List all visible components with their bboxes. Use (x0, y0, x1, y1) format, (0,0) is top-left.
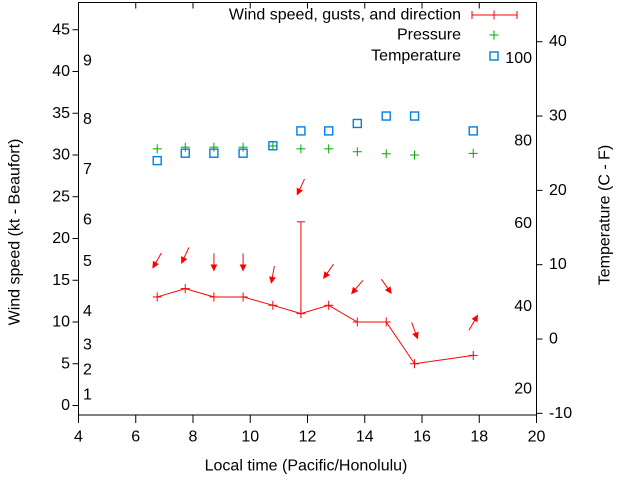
legend-label-wind: Wind speed, gusts, and direction (229, 7, 461, 24)
wind-line (157, 288, 474, 365)
plot-border (78, 2, 537, 416)
fahrenheit-label: 60 (514, 215, 532, 232)
left-y-axis-title: Wind speed (kt - Beaufort) (7, 139, 24, 326)
temperature-marker (180, 148, 190, 158)
c-tick-label: 10 (549, 256, 567, 273)
temperature-marker (152, 155, 162, 166)
x-axis-title: Local time (Pacific/Honolulu) (205, 458, 408, 475)
temperature-marker (238, 148, 248, 158)
kt-tick-label: 5 (61, 355, 70, 372)
wind-direction-arrow-head (181, 256, 188, 264)
legend-label-pressure: Pressure (397, 27, 461, 44)
c-tick-label: 0 (549, 331, 558, 348)
wind-speed-series (152, 221, 478, 369)
x-tick-label: 4 (74, 429, 83, 446)
fahrenheit-label: 40 (514, 298, 532, 315)
kt-tick-label: 10 (52, 314, 70, 331)
x-tick-label: 6 (131, 429, 140, 446)
temperature-marker (323, 126, 334, 136)
kt-tick-label: 25 (52, 188, 70, 205)
wind-direction-arrow-head (412, 331, 419, 340)
beaufort-label: 3 (83, 337, 92, 354)
beaufort-label: 6 (83, 211, 92, 228)
temperature-marker (352, 118, 363, 129)
c-tick-label: 20 (549, 182, 567, 199)
kt-tick-label: 35 (52, 105, 70, 122)
knots-axis-ticks: 0 5 10 15 20 25 30 35 40 45 (52, 21, 79, 414)
wind-direction-arrow-head (269, 276, 276, 284)
beaufort-scale-labels: 1 2 3 4 5 6 7 8 9 (83, 53, 92, 404)
chart-generated-layer: 4 6 8 10 12 14 16 18 200510152025303540451234567… (52, 2, 572, 446)
kt-tick-label: 0 (61, 397, 70, 414)
c-tick-label: 30 (549, 108, 567, 125)
c-tick-label: 40 (549, 33, 567, 50)
x-tick-label: 12 (299, 429, 317, 446)
beaufort-label: 7 (83, 161, 92, 178)
wind-direction-arrow-head (471, 314, 479, 323)
fahrenheit-label: 80 (514, 132, 532, 149)
x-tick-label: 20 (528, 429, 546, 446)
beaufort-label: 8 (83, 111, 92, 128)
wind-direction-arrow-head (323, 271, 330, 279)
right-y-axis-title: Temperature (C - F) (597, 145, 614, 285)
kt-tick-label: 15 (52, 272, 70, 289)
kt-tick-label: 40 (52, 63, 70, 80)
beaufort-label: 4 (83, 303, 92, 320)
temperature-marker (268, 141, 278, 151)
legend-temperature-sample (489, 51, 499, 61)
beaufort-label: 5 (83, 253, 92, 270)
legend-marker-samples (471, 10, 518, 61)
temperature-marker (209, 148, 219, 158)
fahrenheit-scale-labels: 20 40 60 80 100 (505, 50, 532, 398)
kt-tick-label: 20 (52, 230, 70, 247)
x-tick-label: 18 (470, 429, 488, 446)
wind-direction-arrow-head (351, 286, 359, 295)
c-tick-label: -10 (549, 405, 572, 422)
beaufort-label: 1 (83, 387, 92, 404)
x-axis-ticks: 4 6 8 10 12 14 16 18 20 (74, 2, 546, 446)
wind-direction-arrow-head (384, 286, 392, 294)
temperature-marker (468, 126, 478, 136)
x-tick-label: 10 (241, 429, 259, 446)
temperature-marker (381, 111, 391, 121)
fahrenheit-label: 20 (514, 381, 532, 398)
temperature-marker (296, 126, 306, 136)
wind-direction-arrows (152, 178, 479, 340)
wind-direction-arrow-head (239, 264, 247, 272)
pressure-series (152, 141, 478, 160)
x-tick-label: 8 (189, 429, 198, 446)
x-tick-label: 14 (356, 429, 374, 446)
wind-direction-arrow-head (296, 187, 303, 196)
legend-label-temperature: Temperature (371, 48, 461, 65)
beaufort-label: 2 (83, 362, 92, 379)
kt-tick-label: 45 (52, 21, 70, 38)
x-tick-label: 16 (413, 429, 431, 446)
temperature-series (152, 111, 478, 166)
fahrenheit-label: 100 (505, 50, 532, 67)
celsius-axis-ticks: -10 0 10 20 30 40 (536, 33, 572, 422)
wind-direction-arrow-head (152, 260, 159, 269)
kt-tick-label: 30 (52, 147, 70, 164)
beaufort-label: 9 (83, 53, 92, 70)
temperature-marker (409, 111, 420, 121)
wind-direction-arrow-head (210, 264, 218, 272)
